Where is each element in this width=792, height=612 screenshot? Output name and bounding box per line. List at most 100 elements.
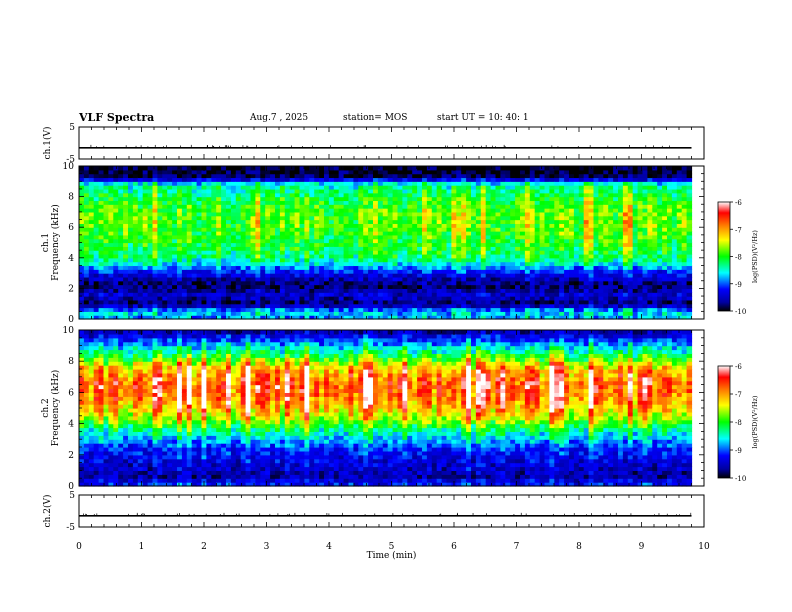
ch1-spectrogram-cell [564,246,570,251]
ch1-spectrogram-cell [343,265,350,270]
ch1-spectrogram-cell [392,231,399,236]
ch1-spectrogram-cell [559,280,565,286]
ch1-spectrogram-cell [172,188,178,194]
ch1-spectrogram-cell [319,253,325,259]
ch1-spectrogram-cell [534,269,541,274]
ch1-spectrogram-cell [216,261,222,267]
ch1-spectrogram-cell [108,307,114,312]
ch1-spectrogram-cell [118,219,124,224]
ch1-spectrogram-cell [534,276,541,282]
ch1-spectrogram-cell [544,238,550,244]
ch1-spectrogram-cell [240,261,247,267]
ch1-spectrogram-cell [475,265,482,270]
ch1-spectrogram-cell [515,284,521,289]
ch1-spectrogram-cell [216,246,222,251]
ch1-spectrogram-cell [510,303,516,309]
ch1-spectrogram-cell [431,307,438,312]
ch1-spectrogram-cell [206,261,212,267]
ch1-spectrogram-cell [314,166,320,171]
ch1-spectrogram-cell [382,169,389,175]
ch1-spectrogram-cell [485,311,492,316]
ch1-spectrogram-cell [157,215,163,221]
ch1-spectrogram-cell [642,185,648,190]
ch1-spectrogram-cell [319,231,325,236]
ch1-spectrogram-cell [490,166,497,171]
ch1-spectrogram-cell [559,215,565,221]
ch1-spectrogram-cell [544,219,550,224]
ch1-spectrogram-cell [221,234,227,240]
ch1-spectrogram-cell [564,261,570,267]
ch1-spectrogram-cell [471,208,477,213]
ch1-spectrogram-cell [314,273,320,278]
ch1-spectrogram-cell [270,208,276,213]
ch1-spectrogram-cell [618,307,624,312]
ch1-spectrogram-cell [554,196,560,202]
ch1-spectrogram-cell [422,284,428,289]
ch1-spectrogram-cell [142,192,149,198]
ch1-spectrogram-cell [221,265,227,270]
ch1-spectrogram-cell [206,211,212,217]
ch1-spectrogram-cell [407,238,413,244]
ch1-spectrogram-cell [613,204,619,209]
ch1-spectrogram-cell [206,219,212,224]
ch1-spectrogram-cell [598,276,604,282]
ch1-spectrogram-cell [123,284,129,289]
ch1-spectrogram-cell [446,288,452,293]
ch1-spectrogram-cell [500,177,506,182]
ch1-spectrogram-cell [128,284,134,289]
ch1-spectrogram-cell [245,208,252,213]
ch1-spectrogram-cell [142,227,149,232]
ch1-spectrogram-cell [495,211,501,217]
ch1-spectrogram-cell [201,169,207,175]
ch1-spectrogram-cell [573,177,580,182]
ch1-spectrogram-cell [681,299,688,305]
ch1-spectrogram-cell [181,269,188,274]
ch1-spectrogram-cell [368,234,374,240]
ch1-spectrogram-cell [436,238,443,244]
ch1-spectrogram-cell [608,276,614,282]
ch1-spectrogram-cell [368,208,374,213]
ch1-spectrogram-cell [177,292,183,297]
ch1-spectrogram-cell [652,200,658,205]
ch1-spectrogram-cell [314,315,320,320]
ch1-spectrogram-cell [324,269,330,274]
ch1-spectrogram-cell [524,288,531,293]
ch1-spectrogram-cell [618,257,624,263]
ch1-spectrogram-cell [392,242,399,247]
ch1-spectrogram-cell [353,231,359,236]
ch1-spectrogram-cell [431,231,438,236]
ch1-spectrogram-cell [172,315,178,320]
ch1-spectrogram-cell [407,211,413,217]
ch1-spectrogram-cell [667,234,673,240]
ch1-spectrogram-cell [338,296,345,301]
ch1-spectrogram-cell [240,234,247,240]
ch1-spectrogram-cell [397,211,403,217]
ch1-spectrogram-cell [667,246,673,251]
ch1-spectrogram-cell [260,188,266,194]
ch1-spectrogram-cell [667,188,673,194]
ch1-spectrogram-cell [402,204,408,209]
ch1-spectrogram-cell [657,273,663,278]
ch1-spectrogram-cell [676,292,683,297]
ch1-spectrogram-cell [588,307,595,312]
ch1-spectrogram-cell [79,280,85,286]
ch1-spectrogram-cell [157,219,163,224]
ch1-spectrogram-cell [417,177,423,182]
ch1-spectrogram-cell [186,185,193,190]
ch1-spectrogram-cell [436,296,443,301]
ch1-spectrogram-cell [529,296,536,301]
ch1-spectrogram-cell [196,311,203,316]
ch1-spectrogram-cell [167,246,173,251]
ch1-spectrogram-cell [613,292,619,297]
ch1-spectrogram-cell [446,173,452,179]
ch1-spectrogram-cell [338,246,345,251]
ch1-spectrogram-cell [387,211,394,217]
ch1-spectrogram-cell [324,307,330,312]
ch1-spectrogram-cell [652,223,658,228]
ch1-spectrogram-cell [662,173,668,179]
ch1-spectrogram-cell [265,211,271,217]
ch1-spectrogram-cell [299,303,305,309]
ch1-spectrogram-cell [495,246,501,251]
ch1-spectrogram-cell [407,231,413,236]
ch1-spectrogram-cell [137,311,144,316]
